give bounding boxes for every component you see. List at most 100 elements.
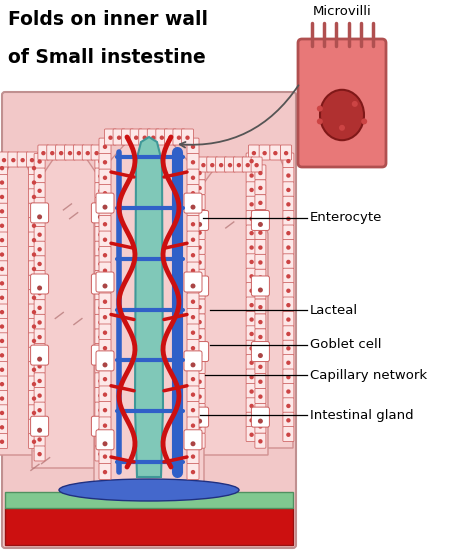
Circle shape	[37, 174, 42, 178]
FancyBboxPatch shape	[255, 374, 266, 388]
Circle shape	[98, 350, 102, 354]
FancyBboxPatch shape	[194, 329, 205, 344]
FancyBboxPatch shape	[96, 272, 114, 292]
Circle shape	[191, 238, 195, 242]
FancyBboxPatch shape	[246, 254, 257, 269]
Circle shape	[37, 285, 42, 290]
Circle shape	[258, 395, 263, 399]
FancyBboxPatch shape	[104, 129, 117, 145]
FancyBboxPatch shape	[28, 390, 39, 405]
FancyBboxPatch shape	[187, 138, 199, 154]
FancyBboxPatch shape	[95, 241, 106, 256]
FancyBboxPatch shape	[194, 254, 205, 269]
Circle shape	[98, 203, 102, 208]
Circle shape	[103, 206, 107, 211]
Circle shape	[191, 392, 195, 397]
FancyBboxPatch shape	[95, 168, 106, 183]
Circle shape	[201, 163, 206, 168]
FancyBboxPatch shape	[0, 376, 8, 391]
FancyBboxPatch shape	[255, 225, 266, 240]
Circle shape	[258, 353, 263, 358]
FancyBboxPatch shape	[82, 145, 93, 160]
Circle shape	[37, 306, 42, 310]
Circle shape	[98, 306, 102, 310]
FancyBboxPatch shape	[95, 417, 106, 432]
FancyBboxPatch shape	[194, 210, 205, 225]
Circle shape	[98, 214, 103, 219]
FancyBboxPatch shape	[0, 290, 8, 305]
Circle shape	[249, 418, 254, 422]
FancyBboxPatch shape	[255, 269, 266, 284]
FancyBboxPatch shape	[246, 355, 257, 370]
FancyBboxPatch shape	[187, 324, 199, 340]
Circle shape	[197, 287, 202, 292]
Circle shape	[286, 375, 291, 380]
Circle shape	[0, 209, 4, 214]
FancyBboxPatch shape	[246, 398, 257, 413]
Circle shape	[197, 230, 202, 235]
FancyBboxPatch shape	[194, 225, 205, 240]
Circle shape	[197, 365, 202, 369]
Circle shape	[210, 163, 214, 168]
Circle shape	[191, 455, 195, 459]
FancyBboxPatch shape	[187, 246, 199, 263]
FancyBboxPatch shape	[246, 210, 257, 225]
Circle shape	[103, 361, 107, 366]
Circle shape	[197, 439, 202, 443]
Circle shape	[249, 274, 254, 279]
Circle shape	[286, 202, 291, 206]
Circle shape	[160, 135, 164, 140]
Circle shape	[32, 253, 36, 257]
FancyBboxPatch shape	[194, 299, 205, 314]
FancyBboxPatch shape	[55, 145, 67, 160]
Text: of Small instestine: of Small instestine	[8, 48, 206, 67]
Circle shape	[191, 441, 195, 446]
Circle shape	[2, 158, 6, 163]
FancyBboxPatch shape	[194, 388, 205, 403]
Circle shape	[102, 441, 108, 446]
Circle shape	[258, 287, 263, 292]
Circle shape	[0, 195, 4, 199]
Circle shape	[37, 262, 42, 266]
Circle shape	[286, 159, 291, 163]
FancyBboxPatch shape	[194, 433, 205, 448]
FancyBboxPatch shape	[216, 157, 227, 172]
Circle shape	[103, 222, 107, 226]
Circle shape	[37, 159, 42, 164]
Circle shape	[255, 163, 259, 168]
FancyBboxPatch shape	[28, 347, 39, 362]
FancyBboxPatch shape	[283, 369, 294, 384]
Circle shape	[0, 339, 4, 343]
FancyBboxPatch shape	[34, 153, 45, 168]
Circle shape	[286, 346, 291, 351]
Bar	[5, 492, 293, 508]
Polygon shape	[0, 155, 38, 455]
FancyBboxPatch shape	[246, 239, 257, 254]
FancyBboxPatch shape	[187, 293, 199, 309]
Circle shape	[103, 346, 107, 350]
FancyBboxPatch shape	[246, 412, 257, 427]
FancyBboxPatch shape	[0, 152, 9, 167]
Circle shape	[108, 135, 113, 140]
FancyBboxPatch shape	[255, 165, 266, 180]
FancyBboxPatch shape	[187, 432, 199, 448]
FancyBboxPatch shape	[28, 275, 39, 290]
FancyBboxPatch shape	[283, 282, 294, 297]
Circle shape	[103, 377, 107, 381]
FancyBboxPatch shape	[248, 145, 259, 160]
FancyBboxPatch shape	[28, 419, 39, 434]
FancyBboxPatch shape	[31, 416, 49, 436]
Circle shape	[32, 339, 36, 343]
FancyBboxPatch shape	[194, 180, 205, 195]
FancyBboxPatch shape	[187, 200, 199, 216]
FancyBboxPatch shape	[99, 293, 111, 309]
FancyBboxPatch shape	[95, 387, 106, 402]
Circle shape	[197, 260, 202, 265]
Circle shape	[103, 439, 107, 443]
FancyBboxPatch shape	[28, 290, 39, 305]
FancyBboxPatch shape	[28, 362, 39, 377]
FancyBboxPatch shape	[187, 231, 199, 247]
FancyBboxPatch shape	[34, 417, 45, 432]
Circle shape	[191, 205, 195, 210]
FancyBboxPatch shape	[281, 145, 292, 160]
